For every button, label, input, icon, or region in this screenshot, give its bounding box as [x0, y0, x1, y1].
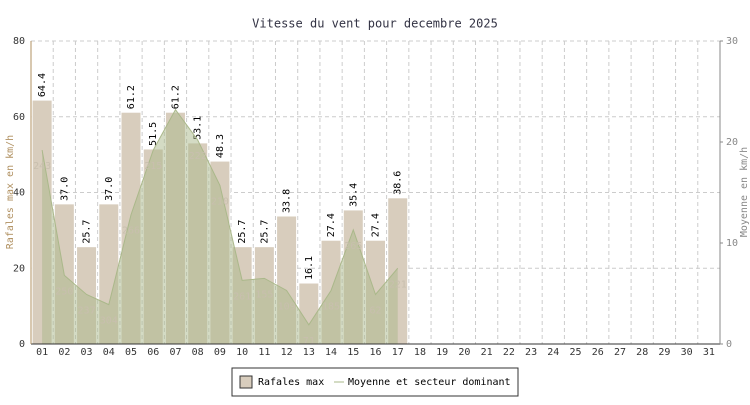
value-label: 61.2 [126, 85, 137, 109]
x-tick-label: 18 [414, 347, 426, 358]
y2-axis-label: Moyenne en km/h [739, 147, 750, 237]
area [42, 109, 398, 345]
legend-swatch [239, 375, 253, 389]
value-label: 51.5 [148, 122, 159, 146]
y-tick-label: 20 [13, 263, 25, 274]
direction-label: 261 [233, 291, 251, 302]
x-tick-label: 02 [58, 347, 70, 358]
x-tick-label: 09 [214, 347, 226, 358]
value-label: 25.7 [259, 220, 270, 244]
direction-label: 222 [189, 151, 207, 162]
y-axis-label: Rafales max en km/h [5, 135, 16, 249]
value-label: 33.8 [282, 189, 293, 213]
value-label: 27.4 [371, 213, 382, 237]
direction-label: 155 [255, 289, 273, 300]
x-tick-label: 10 [236, 347, 248, 358]
x-tick-label: 21 [481, 347, 493, 358]
y2-tick-label: 10 [726, 238, 738, 249]
legend-label: Moyenne et secteur dominant [348, 377, 511, 388]
x-tick-label: 17 [392, 347, 404, 358]
value-label: 48.3 [215, 134, 226, 158]
x-tick-label: 01 [36, 347, 48, 358]
x-tick-label: 16 [369, 347, 381, 358]
x-tick-label: 04 [103, 347, 115, 358]
value-label: 35.4 [348, 183, 359, 207]
x-tick-label: 13 [303, 347, 315, 358]
chart-title: Vitesse du vent pour decembre 2025 [252, 17, 498, 31]
x-tick-label: 27 [614, 347, 626, 358]
direction-label: 215 [144, 161, 162, 172]
value-label: 37.0 [59, 177, 70, 201]
value-label: 53.1 [193, 116, 204, 140]
direction-label: 265 [344, 241, 362, 252]
direction-label: 71 [303, 336, 315, 347]
value-label: 61.2 [170, 85, 181, 109]
x-tick-label: 24 [547, 347, 559, 358]
y-tick-label: 0 [19, 339, 25, 350]
x-tick-label: 12 [281, 347, 293, 358]
x-tick-label: 26 [592, 347, 604, 358]
x-tick-label: 31 [703, 347, 715, 358]
x-tick-label: 23 [525, 347, 537, 358]
value-label: 27.4 [326, 213, 337, 237]
direction-label: 221 [389, 279, 407, 290]
x-tick-label: 05 [125, 347, 137, 358]
y2-tick-label: 0 [726, 339, 732, 350]
x-tick-label: 28 [636, 347, 648, 358]
value-label: 64.4 [37, 73, 48, 97]
x-tick-label: 20 [458, 347, 470, 358]
x-tick-label: 30 [681, 347, 693, 358]
direction-label: 304 [100, 316, 118, 327]
y-tick-label: 40 [13, 188, 25, 199]
direction-label: 237 [78, 306, 96, 317]
y-tick-label: 80 [13, 36, 25, 47]
direction-label: 250 [55, 286, 73, 297]
x-tick-label: 11 [258, 347, 270, 358]
legend-box [231, 367, 519, 397]
x-tick-label: 03 [81, 347, 93, 358]
x-tick-label: 06 [147, 347, 159, 358]
direction-label: 243 [33, 161, 51, 172]
value-label: 38.6 [393, 171, 404, 195]
y2-tick-label: 30 [726, 36, 738, 47]
x-tick-label: 07 [169, 347, 181, 358]
y2-tick-label: 20 [726, 137, 738, 148]
value-label: 37.0 [104, 177, 115, 201]
x-tick-label: 15 [347, 347, 359, 358]
x-tick-label: 19 [436, 347, 448, 358]
x-tick-label: 14 [325, 347, 337, 358]
value-label: 16.1 [304, 256, 315, 280]
x-tick-label: 22 [503, 347, 515, 358]
value-label: 25.7 [82, 220, 93, 244]
x-tick-label: 08 [192, 347, 204, 358]
direction-label: 109 [278, 301, 296, 312]
y-tick-label: 60 [13, 112, 25, 123]
line [41, 108, 399, 326]
direction-label: 266 [122, 226, 140, 237]
x-tick-label: 25 [570, 347, 582, 358]
x-tick-label: 29 [658, 347, 670, 358]
value-label: 25.7 [237, 220, 248, 244]
direction-label: 62 [369, 306, 381, 317]
direction-label: 185 [322, 301, 340, 312]
legend-label: Rafales max [258, 377, 324, 388]
direction-label: 210 [211, 196, 229, 207]
